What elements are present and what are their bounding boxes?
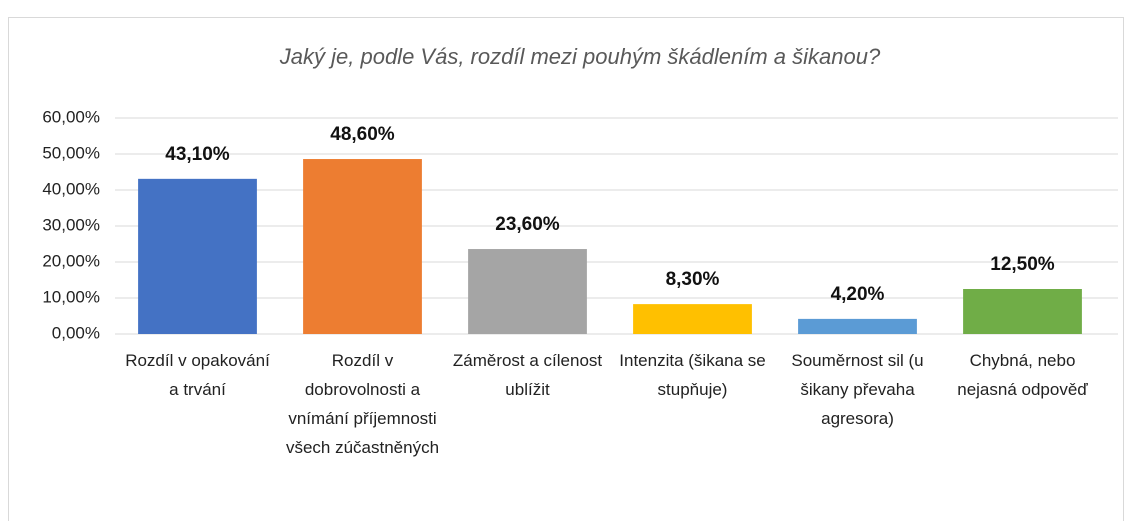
data-label: 12,50% bbox=[990, 254, 1055, 275]
y-tick-label: 40,00% bbox=[42, 179, 100, 198]
bar bbox=[963, 289, 1082, 334]
x-tick-label: Rozdíl v opakování a trvání bbox=[125, 351, 270, 399]
x-tick-label: Chybná, nebo nejasná odpověď bbox=[957, 351, 1088, 399]
data-label: 8,30% bbox=[666, 269, 720, 290]
chart-title: Jaký je, podle Vás, rozdíl mezi pouhým š… bbox=[279, 44, 881, 69]
y-tick-label: 30,00% bbox=[42, 215, 100, 234]
bar bbox=[633, 304, 752, 334]
y-tick-label: 0,00% bbox=[52, 323, 100, 342]
y-tick-label: 60,00% bbox=[42, 107, 100, 126]
bar bbox=[468, 249, 587, 334]
bar bbox=[798, 318, 917, 334]
y-tick-label: 10,00% bbox=[42, 287, 100, 306]
bar bbox=[303, 159, 422, 334]
y-tick-label: 50,00% bbox=[42, 143, 100, 162]
x-tick-label: Intenzita (šikana se stupňuje) bbox=[619, 351, 766, 399]
x-tick-label: Rozdíl v dobrovolnosti a vnímání příjemn… bbox=[285, 351, 440, 457]
y-tick-label: 20,00% bbox=[42, 251, 100, 270]
data-label: 43,10% bbox=[165, 144, 230, 165]
x-tick-label: Záměrost a cílenost ublížit bbox=[452, 351, 603, 399]
data-label: 23,60% bbox=[495, 214, 560, 235]
bar bbox=[138, 178, 257, 334]
x-tick-label: Souměrnost sil (u šikany převaha agresor… bbox=[791, 351, 924, 428]
data-label: 4,20% bbox=[831, 284, 885, 305]
data-label: 48,60% bbox=[330, 124, 395, 145]
